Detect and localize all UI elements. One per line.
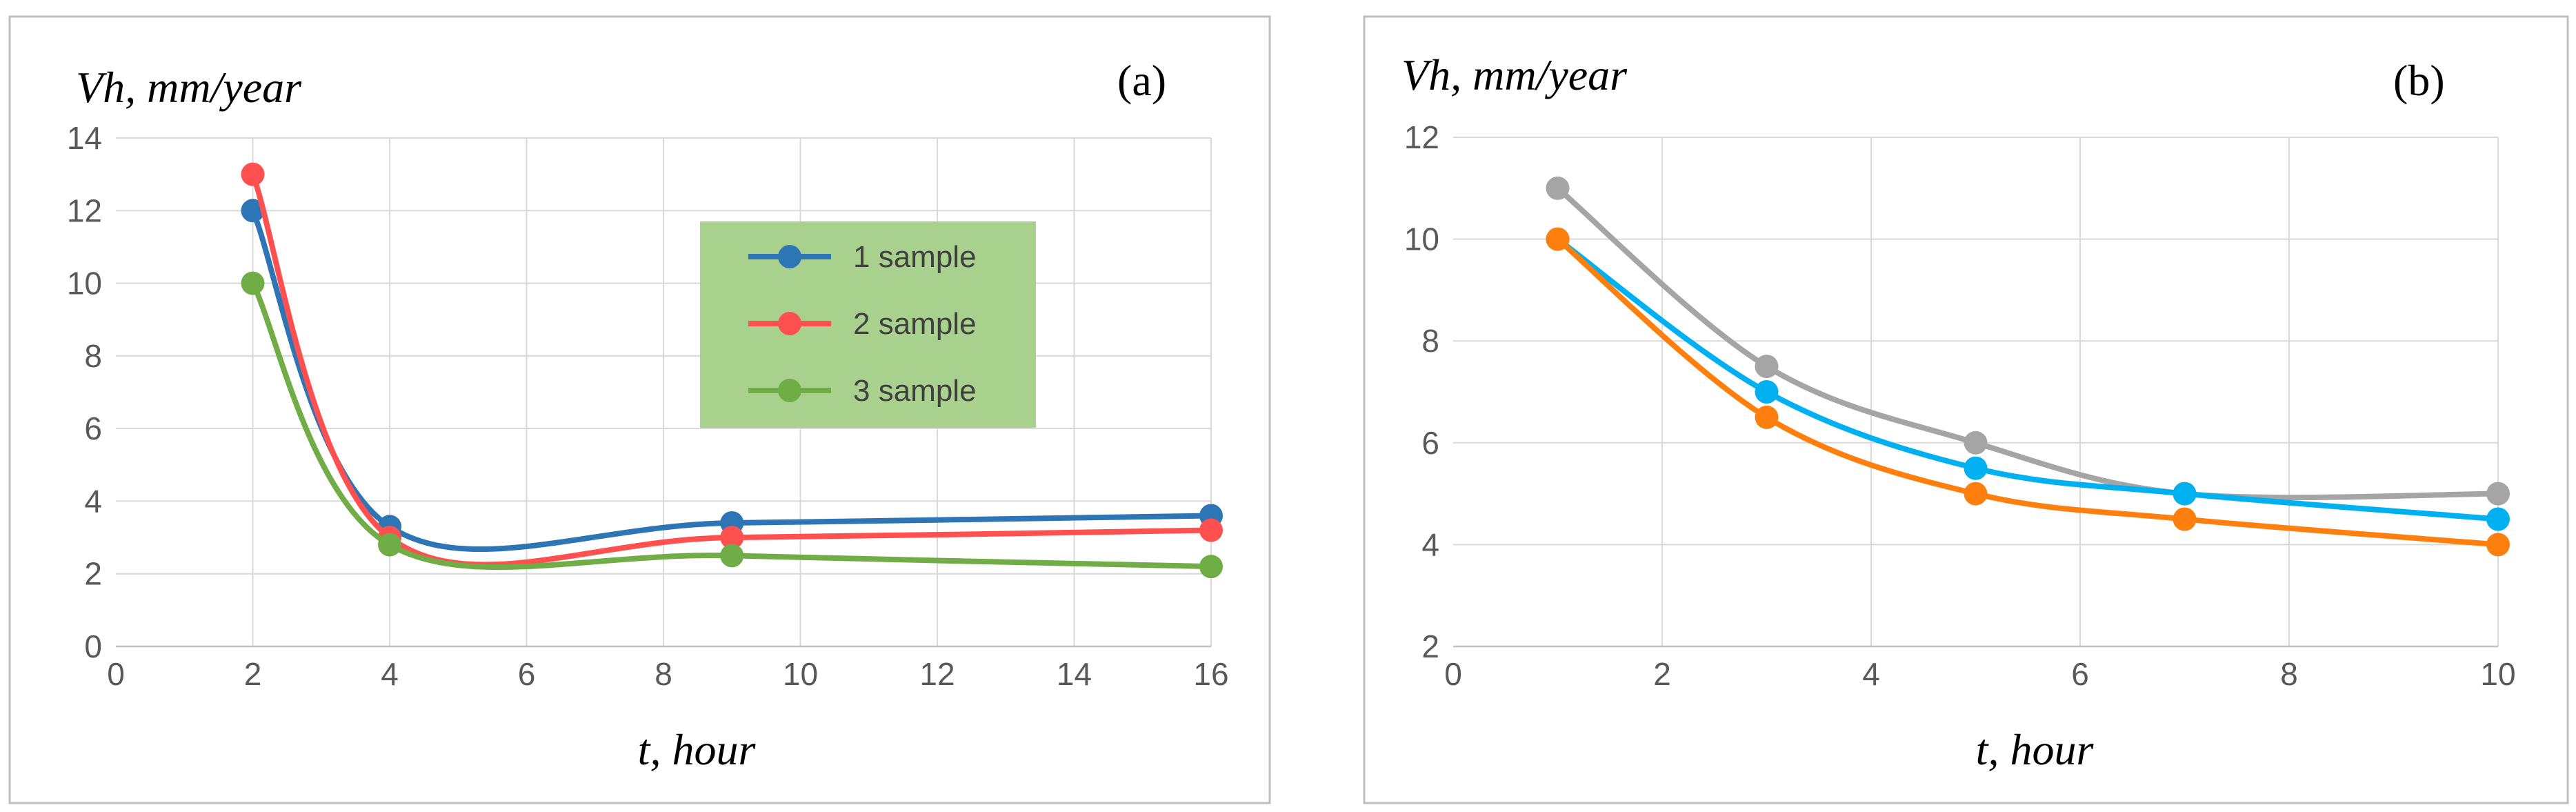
chart-b-frame bbox=[1363, 15, 2569, 804]
series-line bbox=[250, 208, 1214, 553]
data-point bbox=[241, 271, 265, 295]
series-line bbox=[250, 280, 1214, 571]
x-tick-label: 12 bbox=[919, 656, 955, 692]
y-tick-label: 8 bbox=[84, 338, 102, 374]
x-tick-label: 10 bbox=[783, 656, 818, 692]
data-point bbox=[1546, 176, 1570, 200]
chart-a-frame bbox=[8, 15, 1271, 804]
x-tick-label: 4 bbox=[1862, 656, 1880, 692]
chart-b-ylabel: Vh, mm/year bbox=[1401, 50, 1628, 99]
x-tick-label: 6 bbox=[2071, 656, 2089, 692]
x-tick-label: 8 bbox=[2280, 656, 2298, 692]
data-point bbox=[720, 544, 744, 568]
data-point bbox=[378, 533, 401, 557]
chart-a-series bbox=[241, 162, 1223, 579]
y-tick-label: 12 bbox=[67, 192, 102, 228]
x-tick-label: 8 bbox=[655, 656, 672, 692]
data-point bbox=[1964, 430, 1988, 455]
chart-a-y-ticks: 0 2 4 6 8 10 12 14 bbox=[67, 120, 102, 664]
data-point bbox=[1199, 555, 1223, 579]
x-tick-label: 10 bbox=[2480, 656, 2515, 692]
series-line bbox=[250, 171, 1214, 568]
x-tick-label: 16 bbox=[1193, 656, 1228, 692]
chart-a-panel-label: (a) bbox=[1117, 56, 1166, 105]
y-tick-label: 12 bbox=[1404, 119, 1439, 155]
legend-label: 3 sample bbox=[853, 374, 977, 408]
legend-swatch-marker bbox=[778, 245, 801, 268]
data-point bbox=[241, 162, 265, 186]
chart-a-x-ticks: 0 2 4 6 8 10 12 14 16 bbox=[107, 656, 1228, 692]
x-tick-label: 2 bbox=[1653, 656, 1671, 692]
chart-b-grid bbox=[1453, 137, 2499, 646]
chart-b-series bbox=[1546, 176, 2510, 557]
data-point bbox=[1964, 482, 1988, 506]
data-point bbox=[1964, 456, 1988, 480]
chart-a-xlabel: t, hour bbox=[638, 725, 757, 774]
data-point bbox=[2173, 507, 2197, 531]
y-tick-label: 14 bbox=[67, 120, 102, 156]
data-point bbox=[2486, 533, 2510, 557]
y-tick-label: 4 bbox=[1421, 526, 1439, 562]
data-point bbox=[2173, 482, 2197, 506]
x-tick-label: 0 bbox=[107, 656, 125, 692]
x-tick-label: 0 bbox=[1444, 656, 1462, 692]
x-tick-label: 14 bbox=[1057, 656, 1092, 692]
legend-label: 2 sample bbox=[853, 307, 977, 341]
legend-label: 1 sample bbox=[853, 240, 977, 274]
data-point bbox=[1546, 227, 1570, 251]
chart-b-panel-label: (b) bbox=[2393, 56, 2445, 105]
data-point bbox=[1755, 405, 1779, 429]
y-tick-label: 0 bbox=[84, 628, 102, 664]
x-tick-label: 4 bbox=[381, 656, 399, 692]
data-point bbox=[720, 526, 744, 550]
y-tick-label: 2 bbox=[84, 556, 102, 592]
y-tick-label: 6 bbox=[1421, 425, 1439, 461]
y-tick-label: 6 bbox=[84, 410, 102, 446]
y-tick-label: 8 bbox=[1421, 323, 1439, 359]
data-point bbox=[2486, 507, 2510, 531]
y-tick-label: 4 bbox=[84, 483, 102, 519]
chart-b-y-ticks: 2 4 6 8 10 12 bbox=[1404, 119, 1439, 664]
data-point bbox=[241, 199, 265, 223]
chart-a: 0 2 4 6 8 10 12 14 0 2 4 6 8 10 12 14 16 Vh, mm/year t,… bbox=[8, 15, 1271, 804]
data-point bbox=[1199, 518, 1223, 542]
data-point bbox=[2486, 482, 2510, 506]
y-tick-label: 2 bbox=[1421, 628, 1439, 664]
y-tick-label: 10 bbox=[1404, 221, 1439, 257]
legend-swatch-marker bbox=[778, 312, 801, 335]
data-point bbox=[1755, 380, 1779, 404]
chart-b-x-ticks: 0 2 4 6 8 10 bbox=[1444, 656, 2515, 692]
legend-swatch-marker bbox=[778, 379, 801, 402]
data-point bbox=[1755, 355, 1779, 379]
x-tick-label: 6 bbox=[518, 656, 536, 692]
chart-b-xlabel: t, hour bbox=[1976, 725, 2095, 774]
chart-a-ylabel: Vh, mm/year bbox=[76, 63, 302, 112]
x-tick-label: 2 bbox=[244, 656, 262, 692]
chart-a-legend-items: 1 sample 2 sample 3 sample bbox=[748, 240, 977, 408]
chart-a-legend: 1 sample 2 sample 3 sample bbox=[700, 221, 1036, 428]
y-tick-label: 10 bbox=[67, 266, 102, 301]
